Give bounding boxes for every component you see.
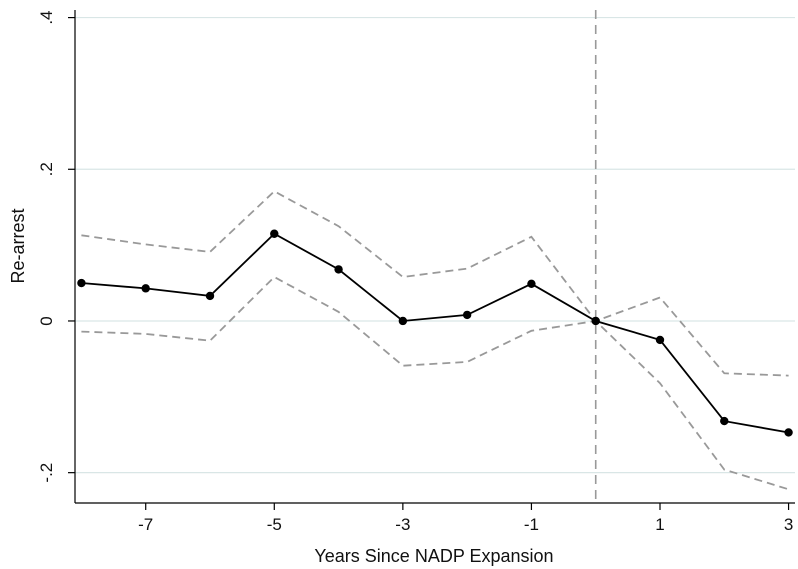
gridlines bbox=[75, 16, 795, 474]
lower-ci-line bbox=[81, 275, 789, 491]
x-tick-label: -5 bbox=[267, 515, 282, 534]
y-tick-label: 0 bbox=[37, 316, 56, 325]
estimate-point bbox=[398, 316, 408, 326]
estimate-point bbox=[655, 335, 665, 345]
estimate-point bbox=[205, 291, 215, 301]
estimate-point bbox=[270, 229, 279, 238]
x-axis-title: Years Since NADP Expansion bbox=[314, 546, 553, 566]
estimate-point bbox=[527, 279, 536, 289]
tick-labels: -.2 0 .2 .4 -7 -5 -3 -1 1 3 bbox=[37, 10, 793, 534]
estimate-line-group bbox=[77, 229, 793, 437]
x-tick-label: -7 bbox=[138, 515, 153, 534]
estimate-point bbox=[720, 416, 729, 426]
estimate-point bbox=[591, 316, 600, 326]
x-tick-label: 1 bbox=[655, 515, 664, 534]
x-tick-label: 3 bbox=[784, 515, 793, 534]
estimate-point bbox=[462, 310, 472, 320]
estimate-line bbox=[81, 232, 789, 434]
x-tick-label: -1 bbox=[524, 515, 539, 534]
axes bbox=[68, 10, 795, 510]
estimate-point bbox=[77, 278, 86, 288]
upper-ci-line bbox=[81, 190, 789, 377]
y-tick-label: -.2 bbox=[37, 463, 56, 483]
x-tick-label: -3 bbox=[395, 515, 410, 534]
estimate-point bbox=[334, 265, 343, 274]
estimate-point bbox=[141, 284, 150, 293]
y-tick-label: .2 bbox=[37, 162, 56, 176]
y-tick-label: .4 bbox=[37, 10, 56, 24]
y-axis-title: Re-arrest bbox=[8, 208, 28, 283]
confidence-interval-lines bbox=[81, 190, 789, 491]
estimate-point bbox=[784, 428, 793, 437]
